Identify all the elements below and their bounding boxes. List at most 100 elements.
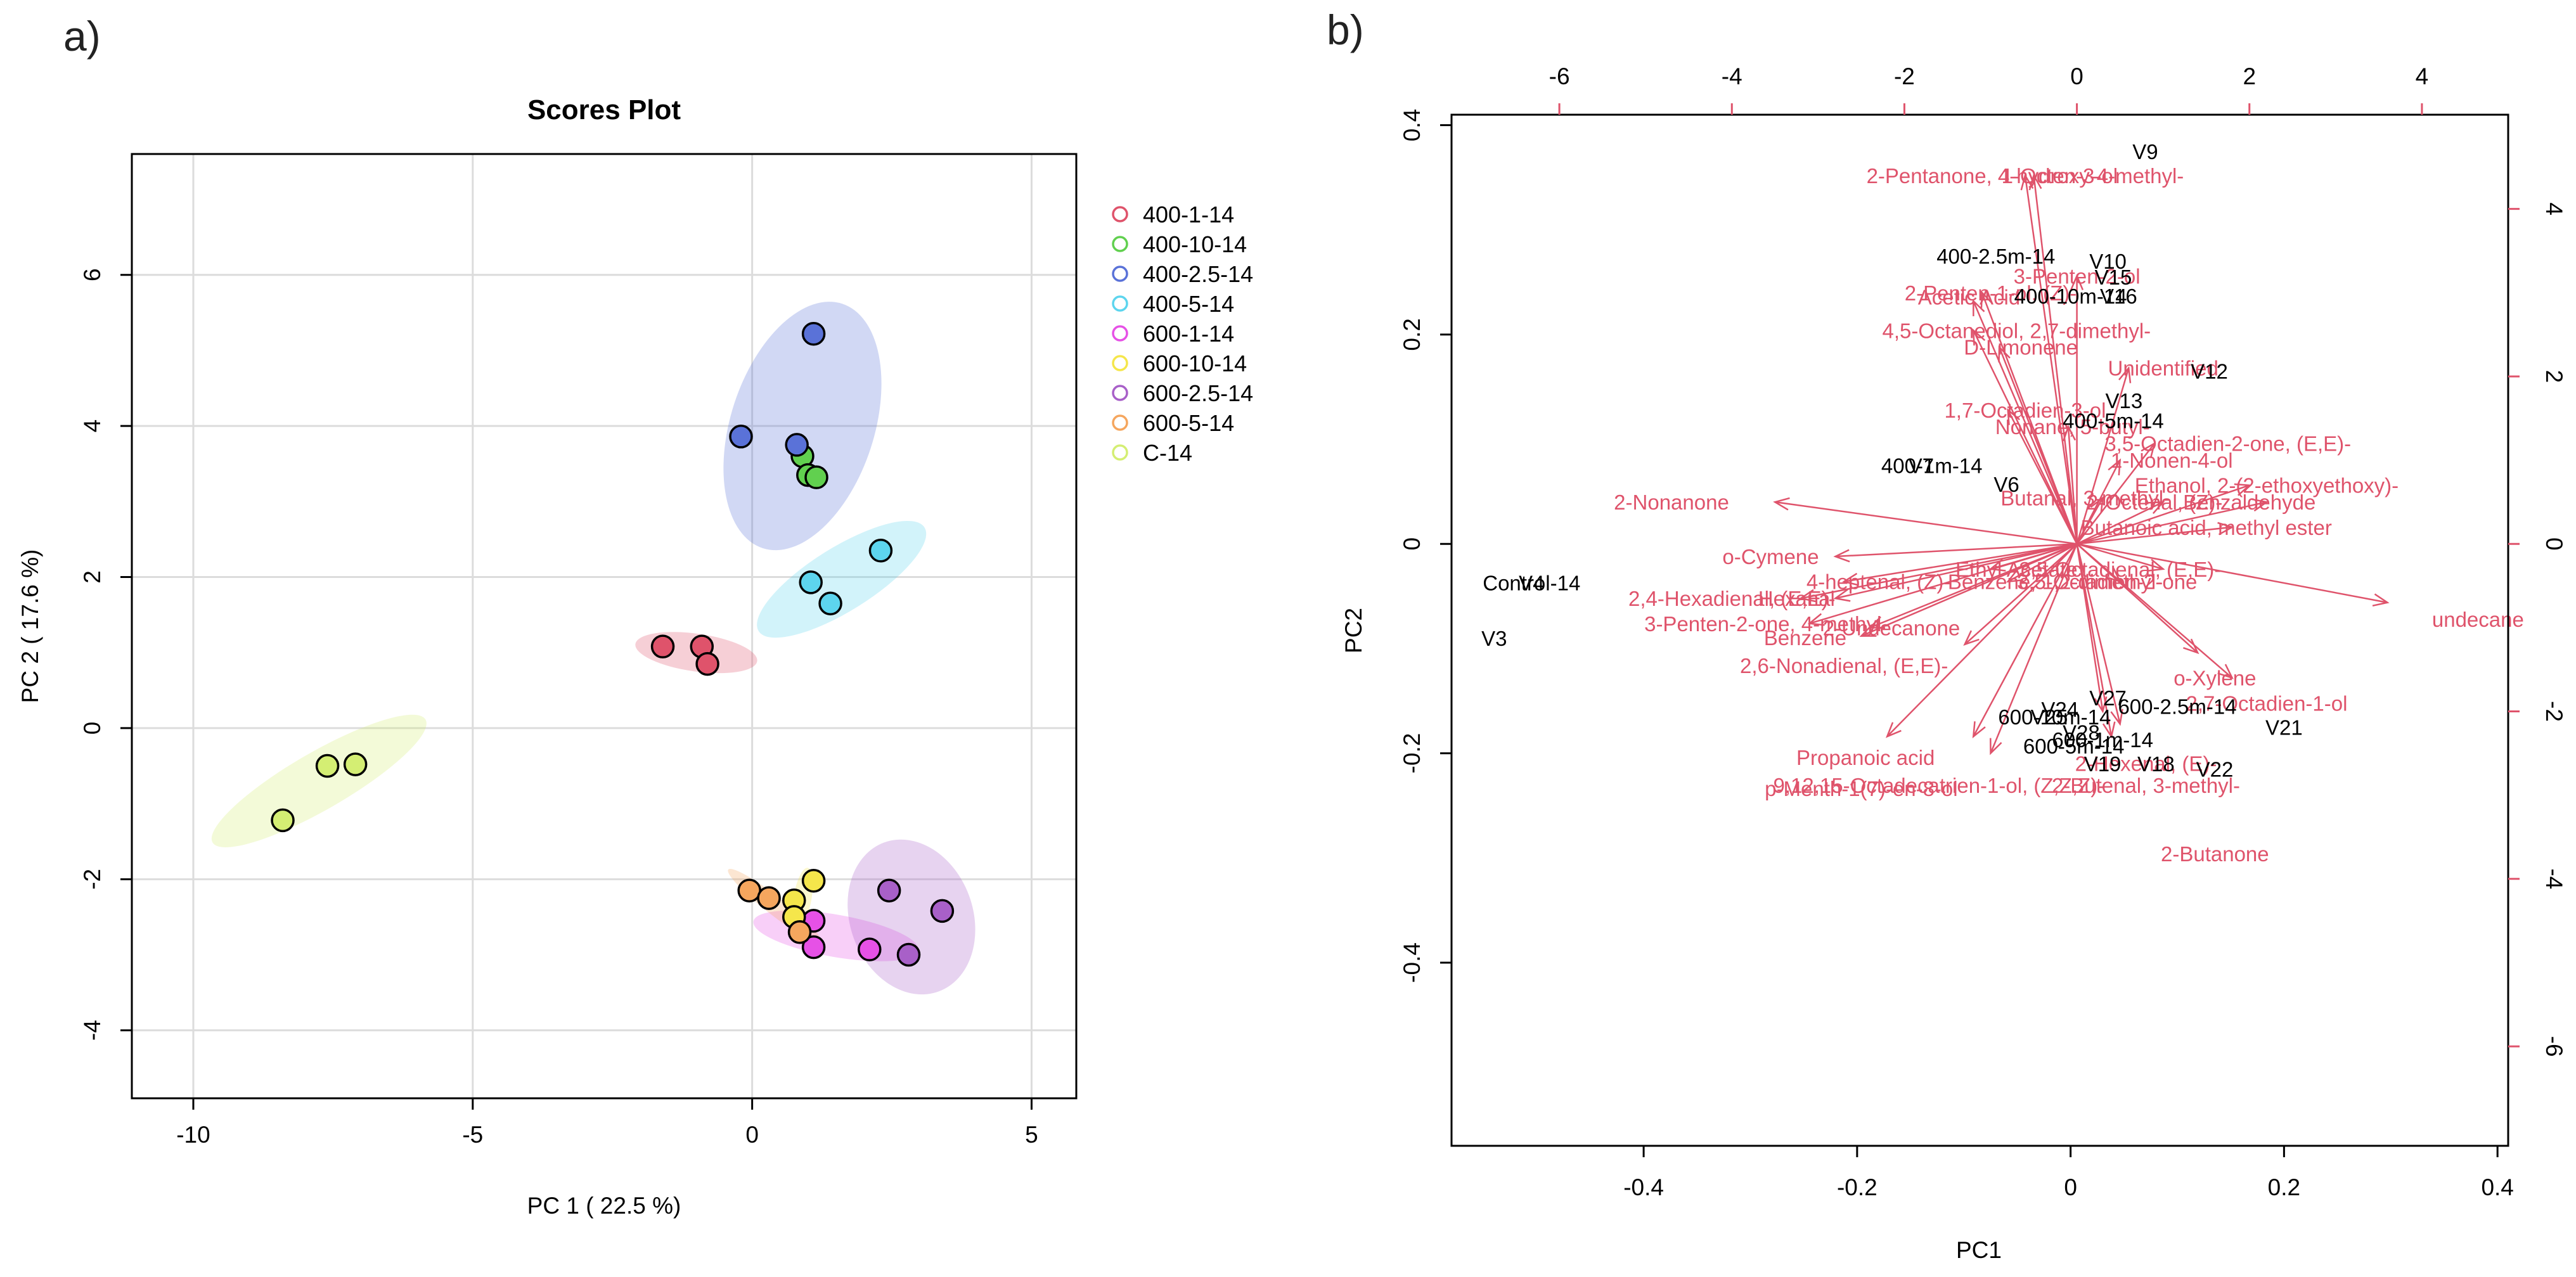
legend-marker-400-2-5-14 bbox=[1112, 266, 1128, 282]
biplot-top-tick-label: 0 bbox=[2070, 63, 2083, 89]
score-label-v3: V3 bbox=[1481, 627, 1507, 650]
loading-arrow-benzene-1-2-dimethyl bbox=[2007, 543, 2078, 582]
panel-b-label: b) bbox=[1327, 6, 1364, 53]
loading-label-d-limonene: D-Limonene bbox=[1964, 336, 2078, 359]
scores-y-tick-label: 2 bbox=[79, 570, 105, 584]
score-point-600-2-5-14 bbox=[930, 899, 955, 923]
legend-marker-600-2-5-14 bbox=[1112, 385, 1128, 401]
legend-marker-600-5-14 bbox=[1112, 414, 1128, 431]
loading-label-2-penten-1-ol-z: 2-Penten-1-ol, (Z)- bbox=[1905, 281, 2077, 305]
loading-arrowhead-ethanol-2-2-ethoxyethoxy bbox=[2234, 483, 2251, 496]
loading-arrow-4-heptenal-z bbox=[1843, 542, 2077, 582]
scores-y-tick-label: -4 bbox=[79, 1020, 105, 1041]
legend-label-400-5-14: 400-5-14 bbox=[1143, 291, 1234, 317]
biplot-right-tick-label: 0 bbox=[2541, 537, 2567, 551]
score-point-400-5-14 bbox=[818, 591, 842, 615]
loading-label-1-octen-3-ol: 1-Octen-3-ol bbox=[2002, 164, 2118, 188]
biplot-y-tick-label: -0.2 bbox=[1399, 733, 1425, 774]
scores-y-tick-label: 4 bbox=[79, 420, 105, 433]
biplot-y-tick-label: 0.4 bbox=[1399, 109, 1425, 141]
score-label-400-2-5m-14: 400-2.5m-14 bbox=[1936, 245, 2055, 268]
loading-arrow-ethanol-2-2-ethoxyethoxy bbox=[2077, 484, 2250, 545]
loading-label-3-penten-2-ol: 3-Penten-2-ol bbox=[2014, 264, 2141, 288]
loading-label-2-7-octadien-1-ol: 2,7-Octadien-1-ol bbox=[2186, 691, 2347, 715]
score-label-v9: V9 bbox=[2132, 140, 2158, 164]
loading-label-ethanol-2-2-ethoxyethoxy: Ethanol, 2-(2-ethoxyethoxy)- bbox=[2135, 474, 2399, 497]
loading-arrowhead-acetic-acid bbox=[1973, 299, 1985, 317]
score-label-600-2-5m-14: 600-2.5m-14 bbox=[2118, 695, 2236, 718]
loading-arrowhead-o-cymene bbox=[1833, 549, 1850, 563]
score-label-v19: V19 bbox=[2084, 752, 2122, 776]
scores-y-tick-label: 6 bbox=[79, 268, 105, 281]
loading-arrowhead-butanoic-acid-methyl-ester bbox=[2217, 522, 2234, 536]
loading-label-2-butanone: 2-Butanone bbox=[2161, 842, 2269, 866]
confidence-ellipse-c-14 bbox=[211, 714, 427, 847]
loading-arrow-2-hexenal-e bbox=[2076, 543, 2121, 724]
loading-arrowhead-2-pentanone-4-hydroxy-4-methyl bbox=[2020, 173, 2034, 191]
loading-arrowhead-d-limonene bbox=[1998, 345, 2011, 363]
scores-points bbox=[271, 321, 955, 967]
biplot-top-tick-label: 2 bbox=[2243, 63, 2256, 89]
score-point-600-10-14 bbox=[801, 868, 826, 893]
loading-arrow-undecane bbox=[2077, 543, 2388, 603]
loading-arrow-2-octenal-z bbox=[2077, 501, 2164, 545]
loading-arrowhead-butanal-3-methyl bbox=[2090, 496, 2104, 513]
score-point-400-5-14 bbox=[799, 570, 823, 594]
biplot-y-tick-label: -0.4 bbox=[1399, 942, 1425, 983]
loading-arrowhead-3-penten-2-one-4-methyl bbox=[1807, 613, 1825, 626]
loading-arrow-3-5-octadien-2-one-e-e bbox=[2076, 442, 2156, 544]
panel-a-label: a) bbox=[63, 13, 101, 60]
scores-legend: 400-1-14 400-10-14 400-2.5-14 400-5-14 600-1… bbox=[1112, 202, 1253, 466]
score-point-400-2-5-14 bbox=[729, 425, 753, 449]
score-point-c-14 bbox=[343, 752, 368, 776]
score-label-400-5m-14: 400-5m-14 bbox=[2063, 409, 2164, 432]
loading-arrow-3-5-octadienal-e-e bbox=[2077, 543, 2164, 570]
score-point-600-2-5-14 bbox=[896, 942, 921, 967]
loading-label-nonane-5-butyl: Nonane, 5-butyl- bbox=[1995, 415, 2150, 439]
loading-label-benzene: Benzene bbox=[1764, 626, 1846, 650]
loading-label-acetic-acid: Acetic Acid bbox=[1918, 285, 2020, 309]
confidence-ellipse-400-2-5-14 bbox=[723, 302, 882, 551]
score-label-v28: V28 bbox=[2063, 721, 2100, 745]
loading-label-2-octenal-z: 2-Octenal, (Z)- bbox=[2087, 491, 2223, 514]
loading-arrowhead-benzene bbox=[1859, 624, 1877, 637]
loading-arrow-d-limonene bbox=[1998, 347, 2078, 544]
loading-label-butanal-3-methyl: Butanal, 3-methyl- bbox=[2000, 487, 2170, 510]
biplot-loadings: 2-Pentanone, 4-hydroxy-4-methyl-1-Octen-… bbox=[1614, 164, 2524, 866]
score-point-600-1-14 bbox=[858, 937, 882, 961]
loading-label-2-6-nonadienal-e-e: 2,6-Nonadienal, (E,E)- bbox=[1740, 654, 1948, 677]
score-label-v22: V22 bbox=[2196, 757, 2234, 781]
loading-label-2-nonanone: 2-Nonanone bbox=[1614, 491, 1729, 514]
loading-label-1-nonen-4-ol: 1-Nonen-4-ol bbox=[2111, 449, 2233, 472]
legend-marker-400-1-14 bbox=[1112, 206, 1128, 222]
loading-arrow-2-pentanone-4-hydroxy-4-methyl bbox=[2024, 175, 2078, 544]
biplot-x-axis-label: PC1 bbox=[1956, 1237, 2002, 1263]
scores-plot-panel: a) Scores Plot -10 -5 0 5 -4 -2 0 2 4 6 PC 1 ( 22… bbox=[17, 13, 1253, 1219]
score-point-600-2-5-14 bbox=[877, 878, 901, 902]
score-point-400-1-14 bbox=[650, 634, 675, 658]
biplot-x-tick-label: 0.2 bbox=[2268, 1174, 2300, 1200]
scores-y-tick-label: -2 bbox=[79, 869, 105, 890]
loading-arrow-benzene bbox=[1860, 543, 2078, 637]
loading-label-propanoic-acid: Propanoic acid bbox=[1796, 746, 1935, 769]
score-label-v4: V4 bbox=[1519, 571, 1544, 594]
loading-label-9-12-15-octadecatrien-1-ol-z-z-z: 9,12,15-Octadecatrien-1-ol, (Z,Z,Z)- bbox=[1774, 774, 2105, 797]
legend-label-400-1-14: 400-1-14 bbox=[1143, 202, 1234, 228]
score-label-v24: V24 bbox=[2041, 698, 2078, 721]
loading-arrow-9-12-15-octadecatrien-1-ol-z-z-z bbox=[1973, 543, 2078, 737]
biplot-panel: b) 2-Pentanone, 4-hydroxy-4-methyl-1-Oct… bbox=[1327, 6, 2567, 1263]
biplot-axis-ticks: -0.4 -0.2 0 0.2 0.4 -0.4 -0.2 0 0.2 0.4 -6 -4 -2 0 2 4 -… bbox=[1399, 63, 2567, 1200]
loading-arrowhead-2-6-nonadienal-e-e bbox=[1963, 630, 1980, 646]
biplot-right-tick-label: -6 bbox=[2541, 1036, 2567, 1057]
score-label-v16: V16 bbox=[2100, 285, 2137, 308]
legend-marker-400-10-14 bbox=[1112, 236, 1128, 252]
biplot-right-tick-label: -2 bbox=[2541, 701, 2567, 722]
scores-axis-ticks: -10 -5 0 5 -4 -2 0 2 4 6 bbox=[79, 268, 1038, 1148]
score-point-c-14 bbox=[315, 754, 340, 778]
loading-arrow-2-butanone bbox=[2076, 544, 2104, 712]
loading-arrowhead-unidentified bbox=[2118, 366, 2132, 383]
score-label-400-1m-14: 400-1m-14 bbox=[1881, 454, 1983, 477]
score-label-control-14: Control-14 bbox=[1483, 571, 1580, 594]
score-point-400-2-5-14 bbox=[801, 321, 826, 346]
